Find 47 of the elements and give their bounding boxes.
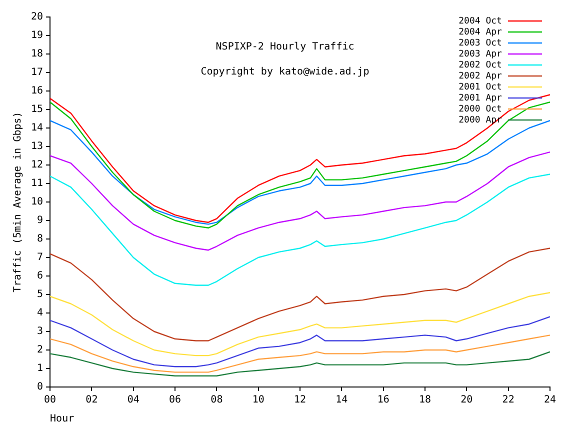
y-tick-label: 12 [30,160,44,171]
y-tick-label: 15 [30,104,44,116]
y-tick-label: 19 [30,30,44,42]
annotation: Copyright by kato@wide.ad.jp [200,66,370,78]
y-tick-label: 11 [30,178,44,190]
legend-label: 2002 Oct [458,60,502,70]
y-tick-label: 17 [30,67,44,78]
legend-label: 2004 Oct [458,16,502,26]
x-tick-label: 22 [502,394,514,406]
y-tick-label: 1 [37,363,44,374]
y-tick-label: 7 [37,252,44,264]
text: NSPIXP-2 Hourly Traffic [216,42,354,53]
y-axis-title: Traffic (5min Average in Gbps) [12,112,24,292]
legend-label: 2004 Apr [458,27,503,38]
y-tick-label: 5 [37,289,44,300]
legend-label: 2001 Apr [458,93,503,104]
x-tick-label: 12 [294,394,306,406]
y-tick-label: 6 [37,270,44,282]
x-tick-label: 06 [169,394,182,406]
y-tick-label: 16 [30,86,44,97]
y-tick-label: 0 [37,382,44,393]
y-tick-label: 10 [30,196,44,208]
x-tick-label: 00 [44,394,56,406]
y-tick-label: 20 [30,12,44,23]
x-tick-label: 16 [377,394,390,406]
y-tick-label: 2 [37,344,44,356]
x-tick-label: 20 [460,394,473,406]
y-tick-label: 4 [37,308,44,319]
x-tick-label: 08 [210,394,223,406]
x-tick-label: 24 [544,394,556,406]
legend-label: 2003 Apr [458,49,503,60]
y-tick-label: 18 [30,48,44,60]
x-tick-label: 02 [86,394,98,406]
legend-label: 2001 Oct [458,82,502,92]
x-tick-label: 04 [127,394,140,406]
legend-label: 2003 Oct [458,38,502,48]
legend-label: 2002 Apr [458,71,503,82]
x-axis-title: Hour [50,414,74,425]
legend-label: 2000 Oct [458,104,502,114]
y-tick-label: 8 [37,234,44,245]
x-tick-label: 14 [336,394,348,406]
x-tick-label: 10 [252,394,264,406]
y-tick-label: 13 [30,141,44,152]
y-tick-label: 9 [37,215,44,226]
y-tick-label: 3 [37,326,44,338]
x-tick-label: 18 [418,394,432,406]
y-tick-label: 14 [30,122,44,134]
